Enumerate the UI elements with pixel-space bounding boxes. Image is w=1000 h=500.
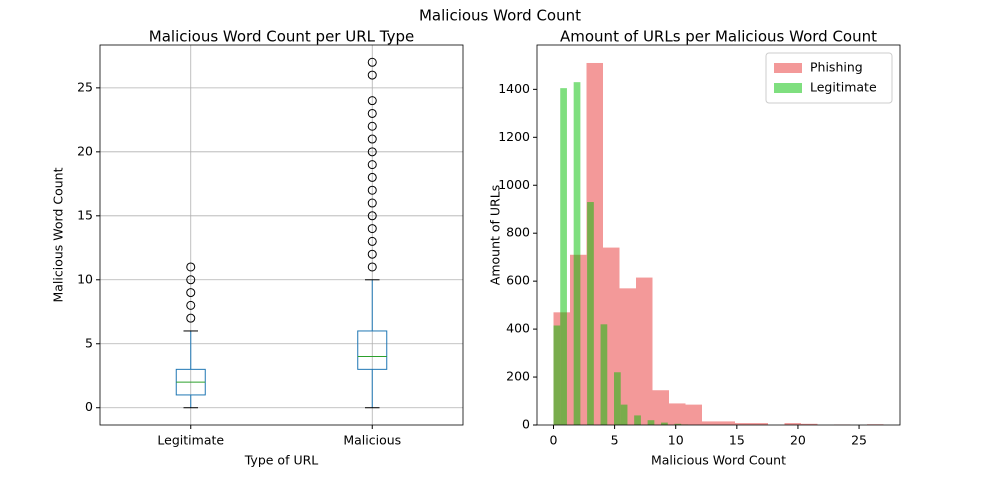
x-tick-label: 20 (790, 433, 806, 448)
outlier (367, 134, 377, 144)
outlier (367, 57, 377, 67)
outlier (367, 160, 377, 170)
bar (702, 421, 719, 425)
bar (751, 423, 768, 425)
outlier (367, 96, 377, 106)
bar (735, 423, 752, 425)
axes-frame (99, 44, 464, 426)
y-tick-label: 0 (522, 417, 530, 432)
y-tick-label: 25 (77, 79, 93, 94)
legend-swatch (774, 63, 802, 73)
y-tick-label: 10 (77, 271, 93, 286)
outlier (186, 275, 196, 285)
figure-title: Malicious Word Count (419, 7, 581, 25)
bar (587, 202, 594, 425)
outlier (186, 300, 196, 310)
legend: Phishing Legitimate (765, 52, 893, 104)
bar (573, 82, 581, 425)
y-tick-label: 200 (506, 369, 530, 384)
x-tick-label: 25 (851, 433, 867, 448)
y-tick-label: 400 (506, 321, 530, 336)
bar (685, 404, 702, 425)
y-tick-label: 600 (506, 273, 530, 288)
bar (600, 324, 608, 425)
bar (652, 390, 669, 425)
legend-swatch (774, 83, 802, 93)
outlier (186, 313, 196, 323)
outlier (367, 262, 377, 272)
bar (560, 88, 567, 425)
bar (784, 423, 801, 425)
x-tick-label: 15 (729, 433, 745, 448)
outlier (367, 147, 377, 157)
outlier (186, 262, 196, 272)
bar (718, 421, 735, 425)
bar (620, 404, 628, 425)
y-tick-label: 5 (85, 335, 93, 350)
x-tick-label: Malicious (343, 433, 401, 448)
bar (553, 325, 561, 425)
legend-label: Phishing (810, 60, 863, 75)
legend-label: Legitimate (810, 80, 877, 95)
bar (614, 372, 621, 425)
x-tick-label: 5 (611, 433, 619, 448)
x-tick-label: 0 (550, 433, 558, 448)
box (357, 330, 388, 370)
outlier (186, 288, 196, 298)
x-tick-label: 10 (668, 433, 684, 448)
outlier (367, 198, 377, 208)
outlier (367, 121, 377, 131)
y-tick-label: 15 (77, 207, 93, 222)
outlier (367, 224, 377, 234)
chart-title: Amount of URLs per Malicious Word Count (560, 28, 877, 46)
bar (619, 288, 636, 425)
bar (661, 422, 668, 425)
bar (674, 423, 682, 425)
y-tick-label: 20 (77, 143, 93, 158)
outlier (367, 108, 377, 118)
outlier (367, 211, 377, 221)
bar (647, 420, 655, 425)
outlier (367, 172, 377, 182)
chart-title: Malicious Word Count per URL Type (149, 28, 414, 46)
y-tick-label: 0 (85, 399, 93, 414)
bar (636, 277, 653, 425)
bar (801, 423, 818, 425)
outlier (367, 70, 377, 80)
y-axis-label: Malicious Word Count (51, 167, 66, 302)
bar (669, 403, 686, 425)
outlier (367, 185, 377, 195)
y-tick-label: 1200 (498, 129, 530, 144)
y-tick-label: 1400 (498, 81, 530, 96)
axes-frame (536, 44, 901, 426)
bar (634, 415, 641, 425)
y-axis-label: Amount of URLs (488, 185, 503, 285)
x-axis-label: Type of URL (244, 453, 319, 468)
outlier (367, 249, 377, 259)
x-axis-label: Malicious Word Count (651, 453, 786, 468)
y-tick-label: 800 (506, 225, 530, 240)
outlier (367, 236, 377, 246)
y-tick-label: 1000 (498, 177, 530, 192)
x-tick-label: Legitimate (157, 433, 224, 448)
